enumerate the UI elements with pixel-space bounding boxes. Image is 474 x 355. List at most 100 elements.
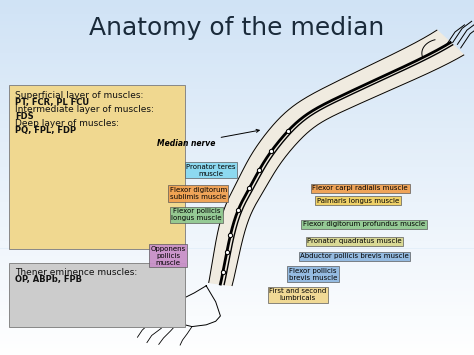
Bar	[0, 64, 474, 67]
Text: Palmaris longus muscle: Palmaris longus muscle	[317, 198, 399, 203]
Text: Flexor pollicis
brevis muscle: Flexor pollicis brevis muscle	[289, 268, 337, 280]
Bar	[0, 85, 474, 89]
Bar	[0, 103, 474, 106]
Bar	[0, 43, 474, 46]
Bar	[0, 245, 474, 248]
Bar	[0, 284, 474, 288]
Bar	[0, 153, 474, 156]
Bar	[0, 213, 474, 217]
Bar	[0, 99, 474, 103]
Bar	[0, 185, 474, 188]
Bar	[0, 327, 474, 330]
Text: Flexor carpi radialis muscle: Flexor carpi radialis muscle	[312, 185, 408, 191]
Bar	[0, 320, 474, 323]
Bar	[0, 11, 474, 14]
Bar	[0, 238, 474, 241]
Bar	[0, 128, 474, 131]
Polygon shape	[209, 30, 464, 285]
Text: Deep layer of muscles:: Deep layer of muscles:	[15, 119, 119, 128]
Text: Flexor pollicis
longus muscle: Flexor pollicis longus muscle	[172, 208, 222, 221]
Bar	[0, 21, 474, 25]
FancyBboxPatch shape	[9, 263, 185, 327]
Bar	[0, 330, 474, 334]
Bar	[0, 252, 474, 256]
Bar	[0, 348, 474, 351]
Text: Superficial layer of muscles:: Superficial layer of muscles:	[15, 91, 144, 99]
Bar	[0, 206, 474, 209]
Bar	[0, 156, 474, 160]
Bar	[0, 170, 474, 174]
Bar	[0, 4, 474, 7]
Bar	[0, 337, 474, 341]
Bar	[0, 259, 474, 263]
Bar	[0, 117, 474, 121]
Text: Median nerve: Median nerve	[157, 129, 259, 148]
Bar	[0, 341, 474, 344]
Bar	[0, 192, 474, 195]
Bar	[0, 309, 474, 312]
Bar	[0, 146, 474, 149]
Bar	[0, 135, 474, 138]
Bar	[0, 195, 474, 199]
Bar	[0, 131, 474, 135]
Bar	[0, 36, 474, 39]
Bar	[0, 256, 474, 259]
Bar	[0, 67, 474, 71]
Bar	[0, 106, 474, 110]
Bar	[0, 351, 474, 355]
Bar	[0, 323, 474, 327]
Bar	[0, 32, 474, 36]
Bar	[0, 248, 474, 252]
Bar	[0, 298, 474, 302]
Text: Flexor digitorum
sublimis muscle: Flexor digitorum sublimis muscle	[170, 187, 227, 200]
Bar	[0, 92, 474, 96]
Text: Anatomy of the median: Anatomy of the median	[90, 16, 384, 40]
Bar	[0, 121, 474, 124]
Bar	[0, 224, 474, 227]
Bar	[0, 96, 474, 99]
Text: OP, ABPb, FPB: OP, ABPb, FPB	[15, 275, 82, 284]
Bar	[0, 46, 474, 50]
Bar	[0, 217, 474, 220]
Bar	[0, 138, 474, 142]
Bar	[0, 220, 474, 224]
Bar	[0, 174, 474, 178]
Bar	[0, 231, 474, 234]
Bar	[0, 60, 474, 64]
Bar	[0, 188, 474, 192]
Bar	[0, 82, 474, 85]
Bar	[0, 199, 474, 202]
Bar	[0, 114, 474, 117]
Text: Abductor pollicis brevis muscle: Abductor pollicis brevis muscle	[300, 253, 409, 259]
Text: Pronator teres
muscle: Pronator teres muscle	[186, 164, 236, 177]
Bar	[0, 209, 474, 213]
Bar	[0, 227, 474, 231]
Bar	[0, 288, 474, 291]
Bar	[0, 202, 474, 206]
Bar	[0, 302, 474, 305]
Bar	[0, 18, 474, 21]
Bar	[0, 163, 474, 167]
Bar	[0, 266, 474, 270]
Bar	[0, 344, 474, 348]
Bar	[0, 295, 474, 298]
Bar	[0, 234, 474, 238]
Bar	[0, 7, 474, 11]
Bar	[0, 181, 474, 185]
Bar	[0, 334, 474, 337]
Bar	[0, 14, 474, 18]
Bar	[0, 273, 474, 277]
Bar	[0, 75, 474, 78]
Text: Flexor digitorum profundus muscle: Flexor digitorum profundus muscle	[303, 222, 425, 227]
Bar	[0, 291, 474, 295]
FancyBboxPatch shape	[9, 85, 185, 248]
Bar	[0, 110, 474, 114]
Bar	[0, 39, 474, 43]
Bar	[0, 28, 474, 32]
Text: First and second
lumbricals: First and second lumbricals	[269, 288, 326, 301]
Bar	[0, 270, 474, 273]
Text: FDS: FDS	[15, 112, 34, 121]
Bar	[0, 25, 474, 28]
Bar	[0, 277, 474, 280]
Text: PQ, FPL, FDP: PQ, FPL, FDP	[15, 126, 76, 135]
